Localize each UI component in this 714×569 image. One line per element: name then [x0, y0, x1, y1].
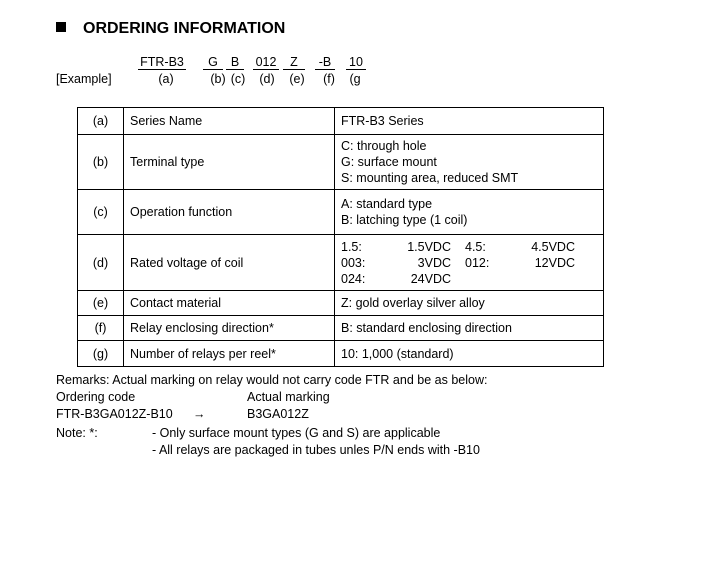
- row-key: (d): [77, 234, 124, 291]
- voltage-cell: 3VDC: [417, 255, 451, 270]
- voltage-cell: 12VDC: [534, 255, 575, 270]
- note-label: Note: *:: [56, 426, 98, 440]
- actual-marking-label: Actual marking: [247, 390, 330, 404]
- table-row: (b) Terminal type C: through hole G: surfac…: [77, 134, 604, 190]
- row-name: Number of relays per reel*: [123, 340, 335, 367]
- voltage-cell: 4.5:: [465, 239, 486, 254]
- code-letter: (g: [349, 72, 361, 86]
- row-key: (c): [77, 189, 124, 235]
- title-text: ORDERING INFORMATION: [83, 20, 286, 37]
- value-line: A: standard type: [341, 197, 433, 211]
- row-value: FTR-B3 Series: [334, 107, 604, 135]
- code-letter: (a): [158, 72, 174, 86]
- note-item: - All relays are packaged in tubes unles…: [152, 443, 480, 457]
- value-line: B: standard enclosing direction: [341, 321, 512, 335]
- row-name: Series Name: [123, 107, 335, 135]
- row-name: Contact material: [123, 290, 335, 316]
- note-item: - Only surface mount types (G and S) are…: [152, 426, 441, 440]
- code-letter: (f): [323, 72, 335, 86]
- voltage-cell: 24VDC: [410, 271, 451, 286]
- value-line: FTR-B3 Series: [341, 114, 424, 128]
- row-value: C: through hole G: surface mount S: mounti…: [334, 134, 604, 190]
- row-value: 10: 1,000 (standard): [334, 340, 604, 367]
- value-line: S: mounting area, reduced SMT: [341, 171, 519, 185]
- table-row: (g) Number of relays per reel* 10: 1,000 (…: [77, 340, 604, 367]
- voltage-cell: 003:: [341, 255, 366, 270]
- table-row: (d) Rated voltage of coil 1.5: 1.5VDC 4.5: 4.…: [77, 234, 604, 291]
- row-key: (g): [77, 340, 124, 367]
- ordering-table: (a) Series Name FTR-B3 Series (b) Terminal t…: [77, 107, 604, 367]
- row-value: B: standard enclosing direction: [334, 315, 604, 341]
- row-key: (e): [77, 290, 124, 316]
- arrow-icon: →: [193, 407, 206, 421]
- actual-marking: B3GA012Z: [247, 407, 309, 421]
- row-name: Rated voltage of coil: [123, 234, 335, 291]
- code-segment: 012: [253, 55, 279, 70]
- code-letter: (c): [230, 72, 246, 86]
- voltage-cell: 4.5VDC: [531, 239, 575, 254]
- table-row: (e) Contact material Z: gold overlay silve…: [77, 290, 604, 316]
- code-segment: G: [203, 55, 223, 70]
- code-segment: B: [226, 55, 244, 70]
- square-bullet-icon: [56, 22, 66, 32]
- voltage-cell: 1.5:: [341, 239, 362, 254]
- code-segment: Z: [283, 55, 305, 70]
- value-line: Z: gold overlay silver alloy: [341, 296, 485, 310]
- voltage-cell: 1.5VDC: [407, 239, 451, 254]
- value-line: C: through hole: [341, 139, 427, 153]
- row-key: (f): [77, 315, 124, 341]
- row-name: Relay enclosing direction*: [123, 315, 335, 341]
- ordering-code-label: Ordering code: [56, 390, 136, 404]
- table-row: (f) Relay enclosing direction* B: standard…: [77, 315, 604, 341]
- voltage-cell: [529, 271, 589, 287]
- voltage-cell: [465, 271, 529, 287]
- table-row: (c) Operation function A: standard type B: …: [77, 189, 604, 235]
- voltage-cell: 012:: [465, 255, 490, 270]
- code-segment: FTR-B3: [138, 55, 186, 70]
- value-line: B: latching type (1 coil): [341, 213, 468, 227]
- row-key: (b): [77, 134, 124, 190]
- value-line: 10: 1,000 (standard): [341, 346, 454, 361]
- table-row: (a) Series Name FTR-B3 Series: [77, 107, 604, 135]
- code-letter: (e): [289, 72, 305, 86]
- code-segment: -B: [315, 55, 335, 70]
- section-title: ORDERING INFORMATION: [56, 20, 285, 38]
- ordering-code: FTR-B3GA012Z-B10: [56, 407, 173, 421]
- value-line: G: surface mount: [341, 155, 437, 169]
- voltage-cell: 024:: [341, 271, 366, 286]
- row-value: Z: gold overlay silver alloy: [334, 290, 604, 316]
- code-segment: 10: [346, 55, 366, 70]
- row-value: A: standard type B: latching type (1 coil…: [334, 189, 604, 235]
- code-letter: (b): [210, 72, 226, 86]
- row-name: Terminal type: [123, 134, 335, 190]
- code-letter: (d): [259, 72, 275, 86]
- row-key: (a): [77, 107, 124, 135]
- row-value: 1.5: 1.5VDC 4.5: 4.5VDC 003: 3VDC 012: 12VDC 024…: [334, 234, 604, 291]
- row-name: Operation function: [123, 189, 335, 235]
- example-label: [Example]: [56, 72, 112, 86]
- remarks-text: Remarks: Actual marking on relay would n…: [56, 373, 488, 387]
